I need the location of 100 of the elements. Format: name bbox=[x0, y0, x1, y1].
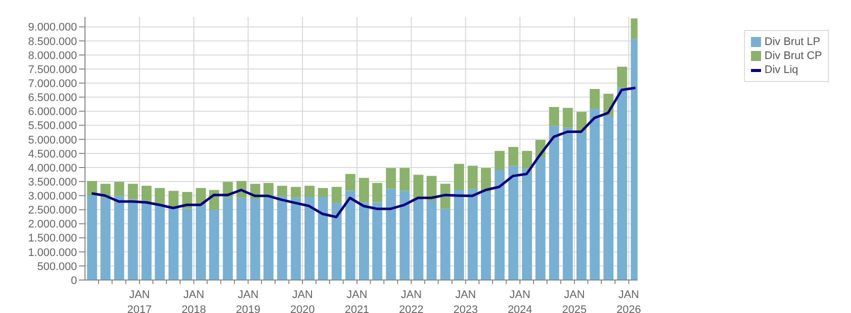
bar bbox=[426, 200, 437, 280]
x-tick-label: JAN 2018 bbox=[182, 289, 206, 313]
bar bbox=[87, 195, 98, 280]
bar bbox=[494, 170, 505, 280]
bar bbox=[359, 202, 370, 280]
legend-label: Div Liq bbox=[764, 64, 798, 76]
bar bbox=[87, 180, 98, 196]
x-tick-label: JAN 2022 bbox=[399, 289, 424, 313]
bar bbox=[617, 88, 628, 280]
bar bbox=[508, 166, 518, 280]
bar bbox=[522, 150, 532, 169]
bar bbox=[454, 164, 464, 190]
bar bbox=[549, 126, 560, 280]
y-tick-label: 9.000.000 bbox=[28, 22, 77, 34]
x-tick-label: JAN 2021 bbox=[344, 289, 370, 313]
x-tick-label: JAN 2017 bbox=[127, 289, 152, 313]
bar bbox=[413, 174, 424, 198]
bar bbox=[277, 196, 288, 280]
bar bbox=[304, 186, 315, 198]
legend-label: Div Brut LP bbox=[764, 36, 820, 48]
bar bbox=[209, 210, 220, 280]
bar bbox=[400, 190, 410, 280]
bar bbox=[142, 186, 152, 203]
bar bbox=[413, 198, 424, 280]
x-tick-label: JAN 2026 bbox=[616, 289, 641, 313]
bar bbox=[590, 89, 600, 109]
bar bbox=[345, 174, 356, 191]
bar bbox=[617, 66, 628, 88]
bar bbox=[196, 204, 206, 280]
x-tick-label: JAN 2019 bbox=[236, 289, 260, 313]
y-tick-label: 4.000.000 bbox=[28, 162, 77, 174]
bar bbox=[263, 182, 274, 196]
bar bbox=[304, 197, 315, 280]
y-tick-label: 4.500.000 bbox=[28, 148, 77, 160]
bar bbox=[142, 202, 152, 280]
y-tick-label: 1.000.000 bbox=[28, 246, 77, 259]
y-tick-label: 7.000.000 bbox=[28, 78, 77, 90]
bar bbox=[372, 202, 382, 280]
y-tick-label: 2.000.000 bbox=[28, 218, 77, 231]
x-tick-label: JAN 2020 bbox=[290, 289, 315, 313]
bar bbox=[494, 150, 505, 170]
x-tick-label: JAN 2023 bbox=[453, 289, 478, 313]
bar bbox=[332, 186, 342, 203]
bar bbox=[290, 186, 301, 198]
bar bbox=[386, 188, 396, 280]
bar bbox=[114, 196, 124, 280]
y-tick-label: 1.500.000 bbox=[28, 232, 77, 245]
y-tick-label: 3.500.000 bbox=[28, 176, 77, 188]
bar bbox=[250, 198, 260, 280]
bar bbox=[562, 108, 573, 128]
bar bbox=[454, 190, 464, 280]
bar bbox=[359, 178, 370, 202]
y-tick-label: 6.500.000 bbox=[28, 92, 77, 104]
bar bbox=[168, 190, 178, 207]
bar bbox=[522, 168, 532, 280]
bar bbox=[480, 192, 491, 280]
bar bbox=[222, 198, 233, 280]
bar bbox=[168, 206, 178, 280]
bar bbox=[318, 197, 328, 280]
bar bbox=[549, 107, 560, 126]
y-tick-label: 7.500.000 bbox=[28, 64, 77, 76]
bar bbox=[372, 182, 382, 202]
y-tick-label: 5.000.000 bbox=[28, 134, 77, 146]
bar bbox=[468, 188, 478, 280]
bar bbox=[400, 168, 410, 191]
y-tick-label: 8.500.000 bbox=[28, 36, 77, 48]
bar bbox=[332, 202, 342, 280]
legend-label: Div Brut CP bbox=[764, 50, 822, 62]
bar bbox=[318, 188, 328, 198]
bar bbox=[290, 198, 301, 280]
x-tick-label: JAN 2025 bbox=[562, 289, 587, 313]
y-tick-label: 2.500.000 bbox=[28, 204, 77, 217]
y-tick-label: 0 bbox=[70, 274, 77, 287]
y-tick-label: 3.000.000 bbox=[28, 190, 77, 203]
y-tick-label: 5.500.000 bbox=[28, 120, 77, 132]
bar bbox=[154, 188, 165, 204]
bar bbox=[386, 168, 396, 189]
x-tick-label: JAN 2024 bbox=[508, 289, 532, 313]
bar bbox=[468, 166, 478, 189]
bar bbox=[182, 208, 192, 280]
y-tick-label: 8.000.000 bbox=[28, 50, 77, 62]
y-tick-label: 6.000.000 bbox=[28, 106, 77, 118]
bar bbox=[263, 195, 274, 280]
bar bbox=[114, 182, 124, 196]
y-tick-label: 500.000 bbox=[37, 260, 77, 273]
bar bbox=[508, 146, 518, 166]
bar bbox=[590, 108, 600, 280]
line-series bbox=[90, 86, 637, 218]
bar bbox=[236, 198, 247, 280]
bar bbox=[562, 128, 573, 280]
bar bbox=[603, 116, 614, 280]
bar bbox=[277, 186, 288, 196]
bar bbox=[440, 208, 450, 280]
bar bbox=[128, 199, 138, 280]
bar bbox=[576, 132, 586, 280]
bar bbox=[128, 184, 138, 200]
bar bbox=[426, 176, 437, 201]
bar bbox=[345, 190, 356, 280]
bar bbox=[154, 204, 165, 280]
bar bbox=[535, 158, 546, 280]
